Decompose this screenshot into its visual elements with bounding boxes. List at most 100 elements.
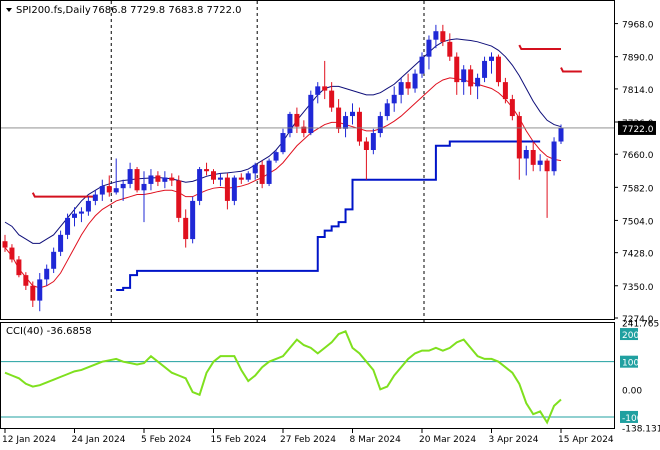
candle-body-60 xyxy=(419,56,425,74)
candle-body-30 xyxy=(211,171,216,180)
candle-body-65 xyxy=(454,56,460,83)
candle-body-71 xyxy=(495,56,501,83)
candle-body-77 xyxy=(537,160,543,165)
candle-body-67 xyxy=(468,69,474,87)
price-y-axis: 7968.07890.07814.07736.07660.07582.07504… xyxy=(614,21,656,325)
candle-body-25 xyxy=(176,180,182,218)
candle-body-14 xyxy=(99,186,105,195)
candle-body-33 xyxy=(231,177,237,201)
candle-body-19 xyxy=(134,169,140,191)
candle-body-9 xyxy=(65,217,71,235)
candle-body-49 xyxy=(343,116,349,129)
price-panel-frame xyxy=(0,0,615,320)
candle-body-50 xyxy=(350,111,355,117)
candle-body-64 xyxy=(447,41,453,57)
trail-stop-down-line-2 xyxy=(560,67,582,73)
candle-body-32 xyxy=(224,177,230,201)
candle-body-10 xyxy=(72,213,77,218)
candle-body-21 xyxy=(148,175,154,184)
candle-body-76 xyxy=(530,150,536,165)
cci-y-axis: 241.7657200 100 0.00 -100-138.131 xyxy=(620,320,660,434)
cci-panel: 241.7657200 100 0.00 -100-138.131 CCI(40) -… xyxy=(0,320,660,434)
candle-body-4 xyxy=(30,285,36,301)
candle-body-28 xyxy=(197,169,203,201)
cci-y-badge-4 xyxy=(620,410,638,423)
candle-body-27 xyxy=(190,200,196,240)
candle-body-68 xyxy=(475,77,481,87)
candle-body-31 xyxy=(217,177,223,180)
candle-body-39 xyxy=(273,152,279,161)
candle-body-75 xyxy=(523,150,529,159)
header-symbol: SPI200.fs,Daily xyxy=(16,5,91,16)
candle-body-56 xyxy=(391,94,397,104)
candle-body-61 xyxy=(426,39,432,57)
candle-body-78 xyxy=(544,160,550,172)
candle-body-1 xyxy=(9,247,15,260)
candle-body-80 xyxy=(558,127,564,142)
candle-body-62 xyxy=(433,31,439,40)
candle-body-2 xyxy=(16,259,22,276)
trail-stop-up-line-0 xyxy=(116,140,541,291)
candle-body-43 xyxy=(301,126,307,134)
candle-body-35 xyxy=(245,173,251,180)
candle-body-22 xyxy=(155,175,161,182)
candle-body-54 xyxy=(377,116,383,134)
cci-line xyxy=(4,329,562,425)
x-tick-label-0: 12 Jan 2024 xyxy=(2,435,56,445)
chart-header: SPI200.fs,Daily 7686.8 7729.8 7683.8 772… xyxy=(6,5,242,16)
x-tick-label-6: 20 Mar 2024 xyxy=(419,435,476,445)
cci-y-badge-1 xyxy=(620,328,638,341)
cci-panel-frame xyxy=(0,322,615,429)
candle-body-16 xyxy=(113,188,119,193)
candle-body-45 xyxy=(315,86,321,95)
header-dropdown-icon[interactable] xyxy=(6,8,12,12)
cci-y-tick-label-4: -100 xyxy=(622,414,643,424)
candle-body-48 xyxy=(336,107,342,129)
candle-body-63 xyxy=(440,31,446,42)
x-tick-label-2: 5 Feb 2024 xyxy=(141,435,192,445)
candle-body-15 xyxy=(106,186,112,193)
candle-body-72 xyxy=(502,82,508,100)
trail-stop-down-line-1 xyxy=(518,44,561,51)
x-tick-label-3: 15 Feb 2024 xyxy=(211,435,267,445)
candle-body-47 xyxy=(329,90,335,108)
candle-body-36 xyxy=(252,164,258,174)
candle-body-42 xyxy=(294,113,300,127)
price-y-tick-label-8: 7350.0 xyxy=(622,283,654,293)
current-price-label: 7722.0 xyxy=(622,125,654,135)
candle-body-70 xyxy=(489,56,494,61)
price-y-tick-label-6: 7504.0 xyxy=(622,217,654,227)
candle-body-34 xyxy=(238,177,244,180)
candle-body-44 xyxy=(308,94,314,134)
candle-body-53 xyxy=(370,133,376,150)
candle-body-11 xyxy=(78,211,84,214)
candle-body-7 xyxy=(51,251,57,269)
price-y-tick-label-9: 7274.0 xyxy=(622,315,654,325)
candle-body-3 xyxy=(23,275,29,286)
candle-body-41 xyxy=(287,113,293,134)
price-y-tick-label-1: 7890.0 xyxy=(622,54,654,64)
candle-body-57 xyxy=(398,82,404,95)
candle-body-17 xyxy=(120,183,126,189)
current-price-badge xyxy=(618,120,656,135)
candle-body-24 xyxy=(169,177,175,181)
candle-body-58 xyxy=(405,82,411,89)
x-tick-label-1: 24 Jan 2024 xyxy=(72,435,126,445)
candle-body-6 xyxy=(44,268,50,280)
price-y-tick-label-0: 7968.0 xyxy=(622,21,654,31)
candle-body-46 xyxy=(322,86,328,91)
candle-body-51 xyxy=(356,111,362,142)
candle-body-26 xyxy=(183,217,189,240)
cci-y-tick-label-5: -138.131 xyxy=(622,424,660,434)
candle-body-18 xyxy=(127,169,133,184)
cci-y-tick-label-0: 241.7657 xyxy=(622,320,660,330)
candle-body-23 xyxy=(162,177,168,182)
x-tick-label-5: 8 Mar 2024 xyxy=(350,435,402,445)
candle-body-73 xyxy=(509,99,515,117)
cci-y-tick-label-2: 100 xyxy=(622,359,639,369)
price-y-tick-label-7: 7428.0 xyxy=(622,250,654,260)
price-y-tick-label-5: 7582.0 xyxy=(622,184,654,194)
header-ohlc: 7686.8 7729.8 7683.8 7722.0 xyxy=(92,5,242,16)
candle-body-37 xyxy=(259,164,265,184)
